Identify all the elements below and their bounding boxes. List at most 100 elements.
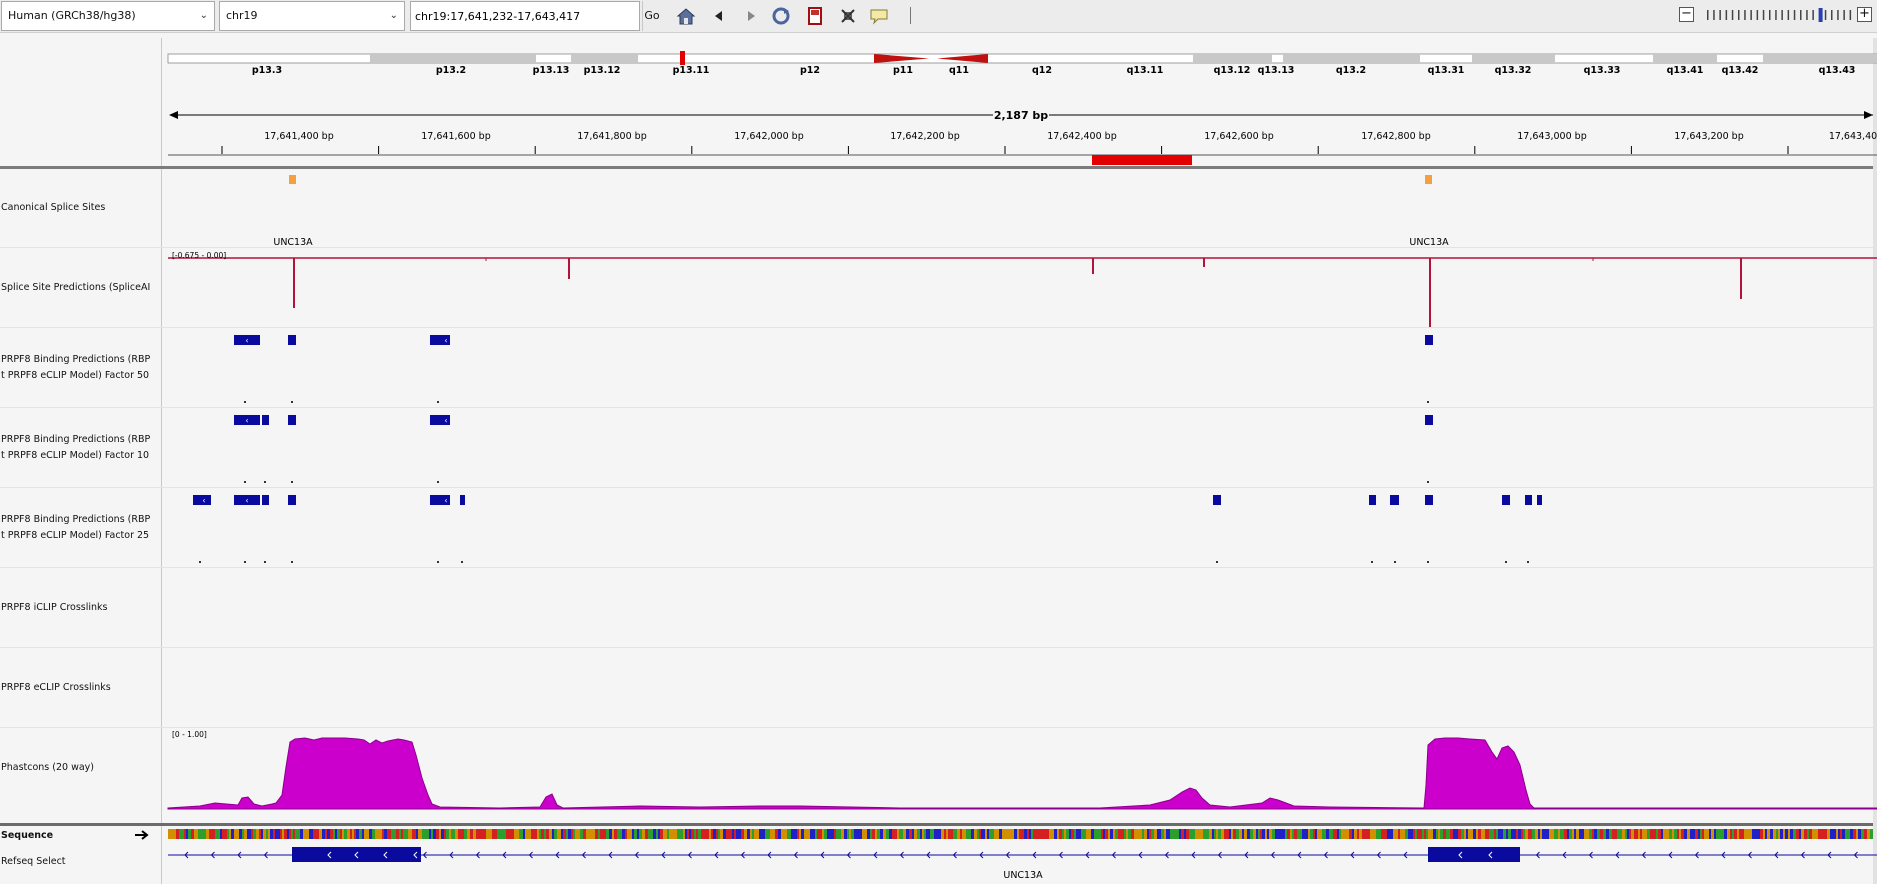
zoom-level-tick[interactable] (1762, 10, 1765, 20)
track-phastcons[interactable]: [0 - 1.00] (167, 730, 1877, 810)
track-refseq-select[interactable]: UNC13A (168, 847, 1877, 881)
sequence-base (549, 829, 552, 839)
track-name-eclip[interactable]: PRPF8 eCLIP Crosslinks (1, 682, 111, 693)
sequence-base (738, 829, 741, 839)
forward-icon[interactable] (741, 6, 761, 26)
name-panel-divider[interactable] (161, 38, 162, 884)
track-prpf8-factor-50[interactable]: ‹ ‹ (234, 335, 1433, 403)
exon[interactable] (292, 847, 421, 862)
zoom-level-tick[interactable] (1756, 10, 1759, 20)
binding-feature[interactable] (262, 415, 269, 425)
zoom-level-tick[interactable] (1843, 10, 1845, 20)
binding-feature[interactable] (1525, 495, 1532, 505)
genome-dropdown[interactable]: Human (GRCh38/hg38) ⌄ (1, 1, 215, 31)
zoom-level-tick[interactable] (1769, 10, 1771, 20)
zoom-level-tick[interactable] (1713, 10, 1715, 20)
track-name-canonical[interactable]: Canonical Splice Sites (1, 202, 106, 213)
back-icon[interactable] (709, 6, 729, 26)
zoom-level-tick[interactable] (1781, 10, 1783, 20)
binding-feature[interactable] (262, 495, 269, 505)
track-prpf8-factor-10[interactable]: ‹ ‹ (234, 415, 1433, 483)
chromosome-dropdown[interactable]: chr19 ⌄ (219, 1, 405, 31)
zoom-level-tick[interactable] (1812, 10, 1814, 20)
sequence-base (669, 829, 671, 839)
binding-feature[interactable] (288, 335, 296, 345)
binding-feature[interactable] (1425, 415, 1433, 425)
track-sequence[interactable] (168, 829, 1873, 839)
splice-site-marker[interactable] (1425, 175, 1432, 184)
chromosome-ideogram[interactable] (167, 51, 1877, 65)
zoom-level-tick[interactable] (1707, 10, 1709, 20)
zoom-level-thumb[interactable] (1818, 8, 1823, 22)
binding-feature[interactable] (430, 495, 450, 505)
sequence-base (342, 829, 344, 839)
roi-icon[interactable] (805, 6, 825, 26)
zoom-level-tick[interactable] (1725, 10, 1728, 20)
exon[interactable] (1428, 847, 1520, 862)
binding-feature[interactable] (1537, 495, 1542, 505)
home-icon[interactable] (676, 6, 696, 26)
binding-feature[interactable] (430, 335, 450, 345)
track-name-phastcons[interactable]: Phastcons (20 way) (1, 762, 95, 773)
zoom-level-tick[interactable] (1824, 10, 1827, 20)
scrollbar[interactable] (1873, 38, 1877, 884)
zoom-level-tick[interactable] (1731, 10, 1734, 20)
zoom-in-button[interactable]: + (1857, 7, 1872, 22)
track-canonical-splice-sites[interactable]: UNC13A UNC13A (273, 175, 1449, 248)
binding-feature[interactable] (1369, 495, 1376, 505)
binding-feature[interactable] (288, 495, 296, 505)
binding-feature[interactable] (460, 495, 465, 505)
binding-feature[interactable] (234, 495, 260, 505)
zoom-out-button[interactable]: − (1679, 7, 1694, 22)
zoom-level-tick[interactable] (1744, 10, 1746, 20)
splice-site-marker[interactable] (289, 175, 296, 184)
zoom-level-tick[interactable] (1831, 10, 1833, 20)
binding-feature[interactable] (1213, 495, 1221, 505)
binding-feature[interactable] (193, 495, 211, 505)
track-name-sequence[interactable]: Sequence (1, 830, 54, 841)
zoom-level-tick[interactable] (1750, 10, 1752, 20)
zoom-level-tick[interactable] (1800, 10, 1802, 20)
sequence-base (1258, 829, 1260, 839)
binding-feature[interactable] (1502, 495, 1510, 505)
binding-feature[interactable] (1425, 495, 1433, 505)
track-name-prpf8-50[interactable]: PRPF8 Binding Predictions (RBP t PRPF8 e… (1, 352, 159, 384)
go-button[interactable]: Go (642, 1, 661, 31)
zoom-level-tick[interactable] (1849, 10, 1852, 20)
sequence-base (1209, 829, 1212, 839)
track-name-prpf8-10[interactable]: PRPF8 Binding Predictions (RBP t PRPF8 e… (1, 432, 159, 464)
binding-feature[interactable] (430, 415, 450, 425)
binding-feature[interactable] (1390, 495, 1399, 505)
zoom-level-tick[interactable] (1837, 10, 1839, 20)
sequence-base (1627, 829, 1629, 839)
track-name-prpf8-25[interactable]: PRPF8 Binding Predictions (RBP t PRPF8 e… (1, 512, 159, 544)
zoom-slider[interactable] (1704, 8, 1854, 22)
track-spliceai[interactable]: [-0.675 - 0.00] (168, 251, 1877, 327)
popup-text-icon[interactable] (869, 6, 889, 26)
track-name-refseq[interactable]: Refseq Select (1, 856, 66, 867)
binding-feature[interactable] (1425, 335, 1433, 345)
zoom-level-tick[interactable] (1775, 10, 1777, 20)
locus-input[interactable] (410, 1, 640, 31)
binding-feature[interactable] (234, 335, 260, 345)
sequence-base (1838, 829, 1840, 839)
refresh-icon[interactable] (771, 6, 791, 26)
zoom-level-tick[interactable] (1793, 10, 1796, 20)
region-of-interest[interactable] (1092, 155, 1192, 165)
zoom-level-tick[interactable] (1738, 10, 1740, 20)
ideogram-band-q13.43 (1763, 54, 1877, 63)
strand-arrow-icon[interactable] (134, 829, 152, 841)
track-prpf8-factor-25[interactable]: ‹ ‹ ‹ (193, 495, 1542, 563)
ruler-tick-label: 17,641,800 bp (577, 131, 646, 142)
sequence-base (313, 829, 316, 839)
track-name-iclip[interactable]: PRPF8 iCLIP Crosslinks (1, 602, 108, 613)
sequence-base (703, 829, 706, 839)
zoom-level-tick[interactable] (1719, 10, 1721, 20)
binding-feature[interactable] (288, 415, 296, 425)
resize-icon[interactable] (838, 6, 858, 26)
track-name-spliceai[interactable]: Splice Site Predictions (SpliceAI (1, 282, 151, 293)
binding-feature[interactable] (234, 415, 260, 425)
zoom-level-tick[interactable] (1787, 10, 1790, 20)
zoom-level-tick[interactable] (1806, 10, 1808, 20)
